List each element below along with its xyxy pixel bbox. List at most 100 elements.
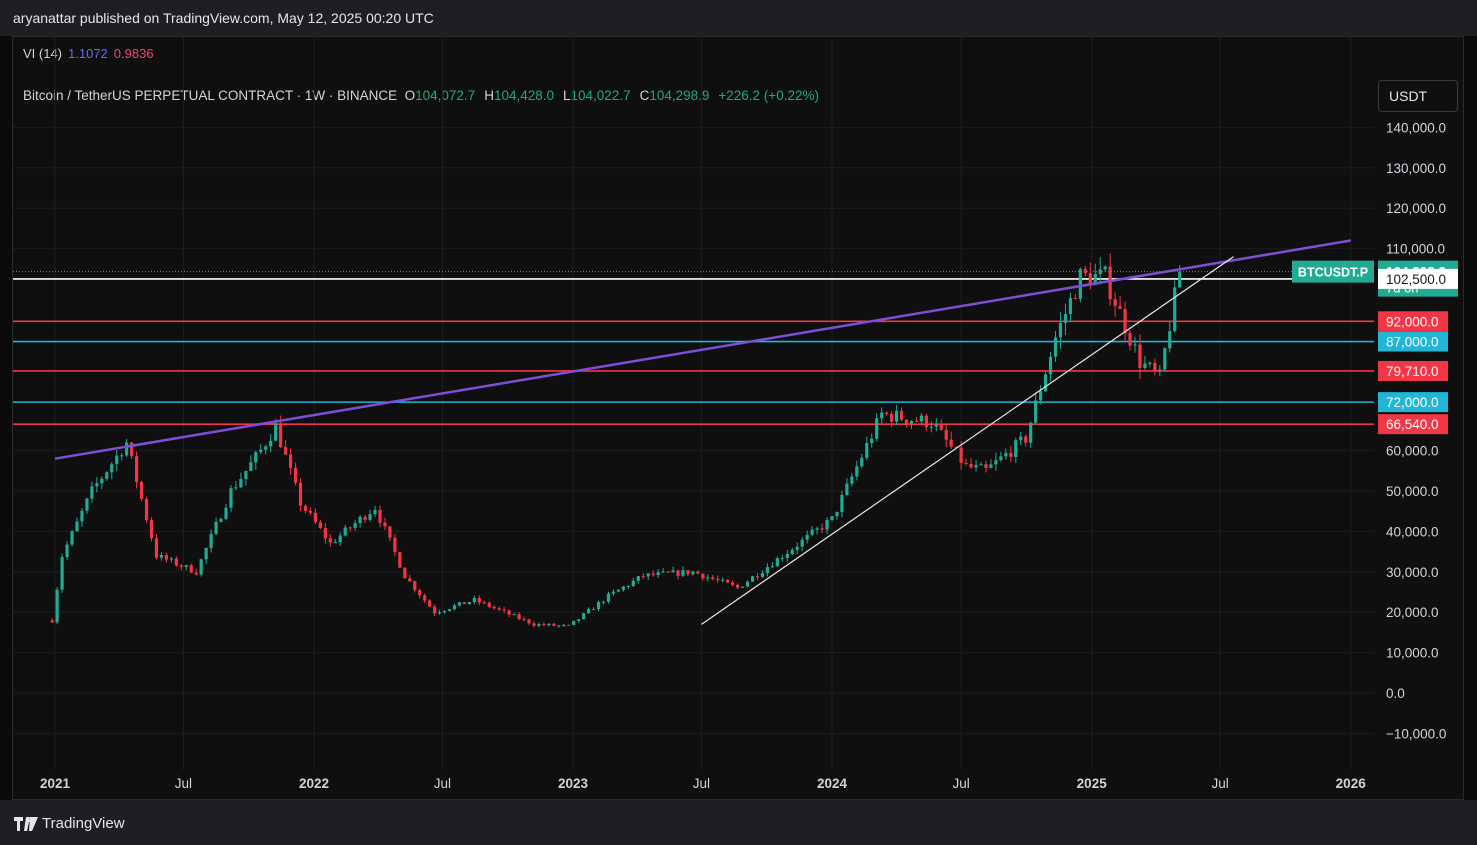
candle-body [701,573,705,579]
candle-body [224,507,228,519]
candle-body [800,539,804,547]
candle-body [184,565,188,567]
symbol-legend[interactable]: Bitcoin / TetherUS PERPETUAL CONTRACT · … [23,88,828,103]
candle-body [775,558,779,567]
time-tick-label: 2025 [1077,776,1108,791]
candle-body [413,581,417,591]
candle-body [969,463,973,468]
candle-body [279,423,283,448]
candle-body [50,620,54,623]
candle-body [1024,436,1028,443]
high-value: 104,428.0 [493,88,554,103]
time-tick-label: 2022 [299,776,329,791]
level-label: 102,500.0 [1386,272,1446,287]
candle-body [428,600,432,607]
candle-body [105,472,109,479]
candle-body [179,565,183,567]
candle-body [229,488,233,508]
bottom-bar [0,800,1477,845]
candle-body [199,559,203,575]
candle-body [284,447,288,455]
candle-body [745,581,750,587]
candle-body [984,464,988,468]
indicator-legend[interactable]: VI (14) 1.1072 0.9836 [23,46,154,61]
price-tick-label: 60,000.0 [1386,444,1439,459]
candle-body [472,597,476,603]
candle-body [269,440,273,447]
tradingview-brand[interactable]: TradingView [14,815,125,832]
candle-body [899,410,904,420]
time-tick-label: Jul [434,776,451,791]
low-value: 104,022.7 [570,88,631,103]
candle-body [149,520,154,539]
candle-body [249,462,253,471]
time-axis[interactable]: 2021 Jul 2022 Jul 2023 Jul 2024 Jul 2025 Jul 2026 [40,776,1366,791]
candle-body [393,537,397,553]
candle-body [408,578,412,582]
candle-body [259,449,263,453]
candle-body [328,538,332,543]
candle-body [239,479,243,488]
level-label-bg [1378,392,1448,413]
trendline-purple [54,239,1351,460]
candle-body [447,609,452,611]
candle-body [333,542,337,544]
candle-body [507,610,511,615]
candle-body [577,619,581,621]
candle-body [974,464,978,468]
price-axis[interactable]: 140,000.0 130,000.0 120,000.0 110,000.0 60,0… [1386,120,1446,741]
candle-body [477,597,481,603]
candle-body [894,410,899,422]
candle-body [765,567,770,574]
candle-body [1118,305,1122,309]
candle-body [934,424,938,427]
candle-body [154,538,159,558]
candle-body [1058,322,1063,338]
candle-body [890,413,894,422]
candle-body [398,552,402,568]
candle-body [343,527,347,536]
candle-body [135,456,139,483]
candle-body [462,602,467,605]
candle-body [601,601,606,603]
candle-body [1004,452,1008,457]
candle-body [1068,297,1073,315]
price-tick-label: 50,000.0 [1386,484,1439,499]
candle-body [457,602,462,606]
level-label-bg [1378,414,1448,435]
currency-button[interactable]: USDT [1378,80,1458,112]
candle-body [254,452,258,463]
candle-body [358,516,362,524]
candle-body [1133,344,1137,346]
candle-body [90,486,94,499]
candle-body [1108,266,1112,300]
brand-name: TradingView [42,815,125,832]
candle-body [1029,422,1033,443]
candle-body [318,522,322,529]
candle-body [308,510,313,513]
candle-body [582,613,586,620]
time-tick-label: 2024 [817,776,848,791]
chart-frame[interactable] [12,36,1464,800]
candle-body [691,571,695,575]
candle-body [55,589,59,623]
candle-body [939,424,943,430]
candle-body [234,487,238,489]
candle-body [1113,299,1117,306]
candle-body [70,531,74,545]
candle-body [194,572,198,575]
candle-body [512,614,516,616]
candle-body [293,467,298,483]
candle-body [487,602,491,607]
candle-body [860,457,864,467]
level-label: 66,540.0 [1386,417,1439,432]
candle-body [1153,362,1157,371]
candle-body [1014,440,1018,457]
candle-body [676,570,680,576]
candle-body [174,558,178,566]
candle-body [1148,362,1152,364]
level-label-bg [1378,331,1448,352]
candles [50,253,1182,628]
candle-body [621,586,625,590]
